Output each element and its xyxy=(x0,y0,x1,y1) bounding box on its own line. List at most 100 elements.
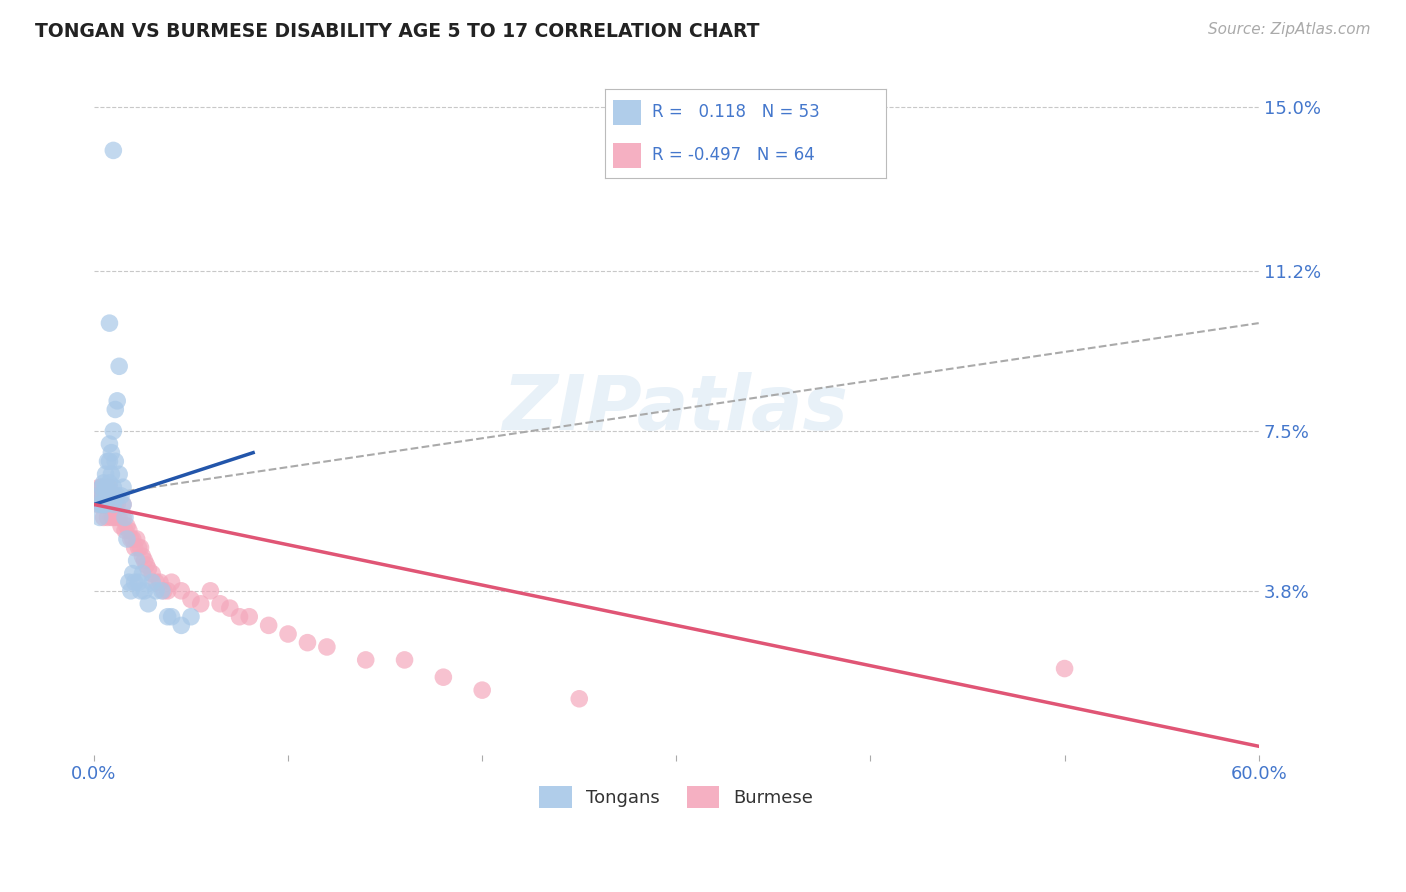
Point xyxy=(149,575,172,590)
Point xyxy=(89,510,111,524)
Point xyxy=(103,480,125,494)
Point xyxy=(90,480,112,494)
Text: TONGAN VS BURMESE DISABILITY AGE 5 TO 17 CORRELATION CHART: TONGAN VS BURMESE DISABILITY AGE 5 TO 17… xyxy=(35,22,759,41)
Point xyxy=(568,691,591,706)
Point xyxy=(131,549,153,564)
Point xyxy=(103,144,125,158)
Point xyxy=(134,553,156,567)
Point xyxy=(100,489,122,503)
Point xyxy=(100,467,122,482)
Point xyxy=(93,510,115,524)
Point xyxy=(124,541,146,555)
Point xyxy=(277,627,299,641)
Point xyxy=(87,498,110,512)
Point xyxy=(94,467,117,482)
Point xyxy=(129,583,152,598)
Point xyxy=(120,583,142,598)
Point xyxy=(93,475,115,490)
Point xyxy=(120,532,142,546)
Point xyxy=(209,597,232,611)
Point xyxy=(118,524,141,538)
Point xyxy=(115,519,138,533)
Point xyxy=(100,510,122,524)
Point xyxy=(100,445,122,459)
Point xyxy=(134,583,156,598)
Point xyxy=(156,583,179,598)
Point xyxy=(98,475,121,490)
Point xyxy=(84,489,107,503)
Point xyxy=(128,541,150,555)
Bar xyxy=(613,143,641,168)
Point xyxy=(110,489,132,503)
Point xyxy=(156,609,179,624)
Point xyxy=(105,393,128,408)
Point xyxy=(131,566,153,581)
Point xyxy=(180,592,202,607)
Point xyxy=(112,498,135,512)
Point xyxy=(200,583,222,598)
Point xyxy=(94,498,117,512)
Point xyxy=(90,480,112,494)
Point xyxy=(105,498,128,512)
Point xyxy=(108,359,131,374)
Point xyxy=(190,597,212,611)
Point xyxy=(93,489,115,503)
Point xyxy=(112,480,135,494)
Point xyxy=(1053,661,1076,675)
Point xyxy=(108,467,131,482)
Point xyxy=(115,532,138,546)
Point xyxy=(129,541,152,555)
Point xyxy=(94,480,117,494)
Point xyxy=(135,558,157,572)
Point xyxy=(218,601,240,615)
Point xyxy=(98,454,121,468)
Point xyxy=(89,480,111,494)
Point xyxy=(90,498,112,512)
Point xyxy=(170,618,193,632)
Point xyxy=(87,489,110,503)
Bar xyxy=(613,100,641,125)
Point xyxy=(94,480,117,494)
Point xyxy=(170,583,193,598)
Point xyxy=(89,498,111,512)
Point xyxy=(93,489,115,503)
Point xyxy=(98,480,121,494)
Point xyxy=(114,524,136,538)
Point xyxy=(136,597,159,611)
Point xyxy=(103,510,125,524)
Point xyxy=(160,609,183,624)
Point xyxy=(96,480,118,494)
Point xyxy=(125,532,148,546)
Point xyxy=(108,510,131,524)
Point xyxy=(103,498,125,512)
Point xyxy=(96,510,118,524)
Point xyxy=(471,683,494,698)
Point xyxy=(105,489,128,503)
Point xyxy=(128,575,150,590)
Point xyxy=(136,562,159,576)
Point xyxy=(180,609,202,624)
Point xyxy=(98,498,121,512)
Point xyxy=(90,498,112,512)
Point xyxy=(354,653,377,667)
Point xyxy=(141,575,163,590)
Point xyxy=(315,640,337,654)
Point xyxy=(96,454,118,468)
Text: Source: ZipAtlas.com: Source: ZipAtlas.com xyxy=(1208,22,1371,37)
Point xyxy=(104,489,127,503)
Point xyxy=(118,575,141,590)
Point xyxy=(114,510,136,524)
Point xyxy=(93,498,115,512)
Text: ZIPatlas: ZIPatlas xyxy=(503,373,849,447)
Point xyxy=(105,510,128,524)
Point xyxy=(145,575,167,590)
Point xyxy=(96,489,118,503)
Point xyxy=(150,583,173,598)
Point xyxy=(160,575,183,590)
Point xyxy=(141,566,163,581)
Point xyxy=(238,609,260,624)
Point xyxy=(104,402,127,417)
Point xyxy=(89,489,111,503)
Point xyxy=(125,553,148,567)
Point xyxy=(257,618,280,632)
